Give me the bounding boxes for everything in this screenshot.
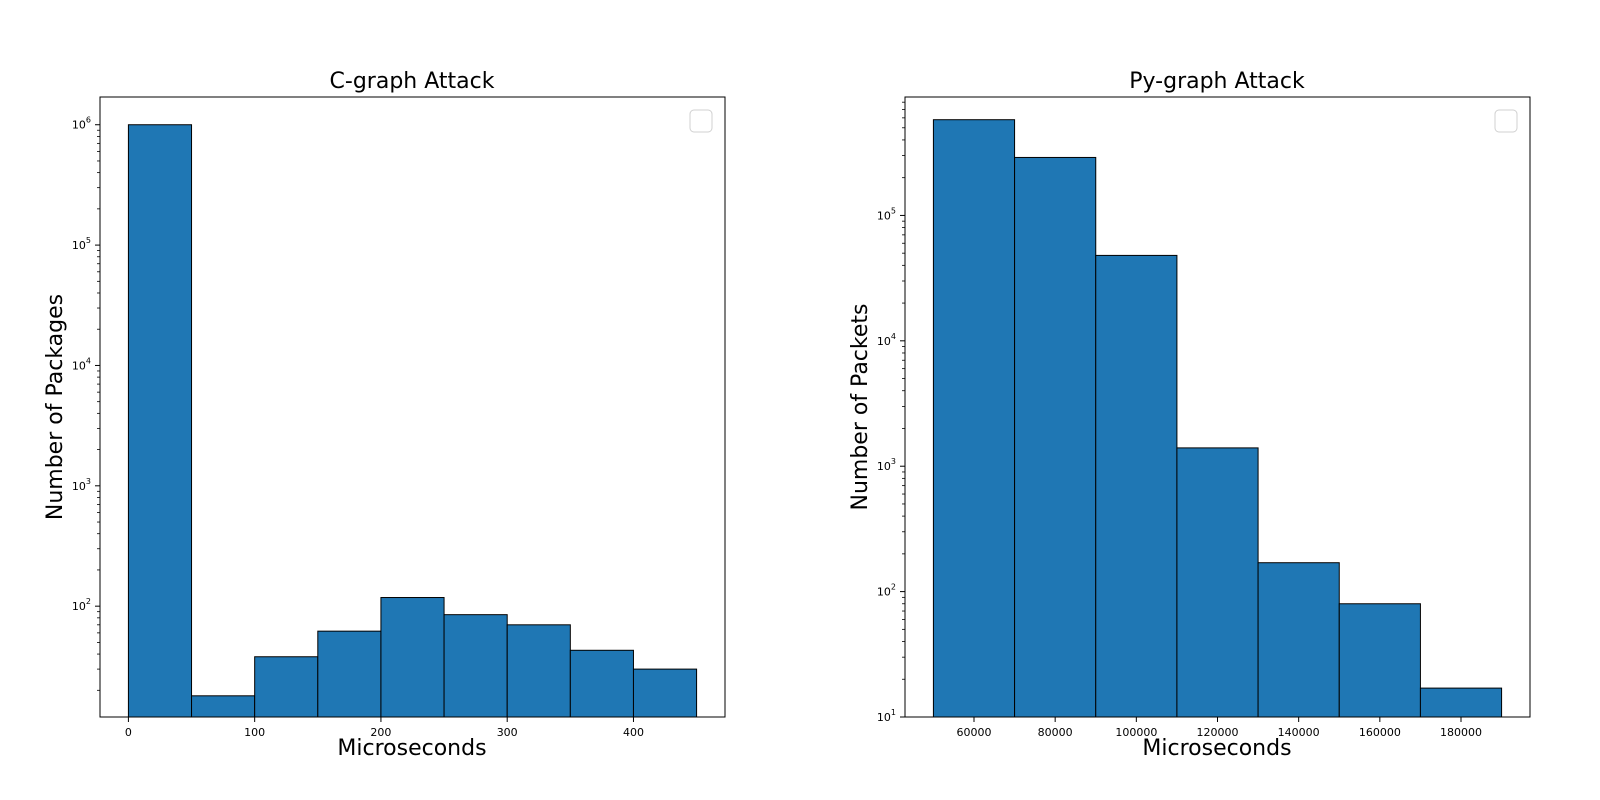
histogram-bar — [317, 630, 382, 718]
x-tick-label: 400 — [623, 726, 644, 739]
axes-border — [99, 96, 726, 718]
x-axis-ticks: 60000 80000 100000 120000 140000 160000 180000 — [956, 717, 1482, 739]
histogram-bar — [1257, 562, 1340, 718]
y-axis-label: Number of Packages — [43, 294, 68, 520]
histogram-bar — [569, 649, 634, 718]
y-tick-label: 102 — [72, 597, 91, 613]
legend-box — [689, 109, 713, 133]
y-tick-label: 106 — [72, 116, 91, 132]
y-tick-label: 101 — [877, 708, 896, 724]
x-tick-label: 100000 — [1115, 726, 1157, 739]
y-tick-label: 104 — [877, 332, 896, 348]
bars — [932, 119, 1503, 718]
histogram-bar — [1419, 687, 1503, 718]
chart-py-graph: Py-graph Attack 60000 80000 100000 120000 14… — [848, 69, 1531, 761]
histogram-bar — [1338, 603, 1421, 718]
x-axis-label: Microseconds — [337, 736, 486, 761]
y-tick-label: 105 — [72, 236, 91, 252]
histogram-bar — [191, 695, 256, 718]
x-tick-label: 120000 — [1197, 726, 1239, 739]
y-tick-label: 104 — [72, 356, 91, 372]
plot-area: 60000 80000 100000 120000 140000 160000 180000… — [877, 96, 1531, 739]
x-tick-label: 60000 — [956, 726, 991, 739]
y-tick-label: 103 — [877, 457, 896, 473]
chart-title: Py-graph Attack — [1129, 69, 1305, 94]
axes-border — [904, 96, 1531, 718]
x-tick-label: 100 — [244, 726, 265, 739]
y-axis-label: Number of Packets — [848, 303, 873, 510]
y-axis-ticks: 102 103 104 105 106 — [72, 116, 100, 691]
histogram-bar — [932, 119, 1016, 718]
plot-area: 0 100 200 300 400 102 103 104 105 106 — [72, 96, 726, 739]
histogram-bar — [1014, 156, 1097, 718]
x-tick-label: 200 — [370, 726, 391, 739]
histogram-bar — [443, 614, 508, 718]
x-tick-label: 80000 — [1038, 726, 1073, 739]
x-tick-label: 160000 — [1359, 726, 1401, 739]
histogram-bar — [506, 624, 571, 718]
x-tick-label: 0 — [125, 726, 132, 739]
y-tick-label: 102 — [877, 583, 896, 599]
chart-c-graph: C-graph Attack 0 100 200 300 400 10210310410… — [43, 69, 726, 761]
y-axis-ticks: 101 102 103 104 105 — [877, 101, 905, 724]
histogram-bar — [1095, 254, 1178, 718]
histogram-bar — [632, 668, 698, 718]
chart-title: C-graph Attack — [330, 69, 495, 94]
bars — [127, 124, 698, 718]
x-axis-label: Microseconds — [1142, 736, 1291, 761]
x-tick-label: 140000 — [1278, 726, 1320, 739]
x-tick-label: 180000 — [1440, 726, 1482, 739]
histogram-bar — [380, 597, 445, 718]
legend-box — [1494, 109, 1518, 133]
x-tick-label: 300 — [497, 726, 518, 739]
y-tick-label: 105 — [877, 206, 896, 222]
x-axis-ticks: 0 100 200 300 400 — [125, 717, 644, 739]
histogram-bar — [1176, 447, 1259, 718]
histogram-bar — [254, 656, 319, 718]
histogram-bar — [127, 124, 193, 718]
y-tick-label: 103 — [72, 477, 91, 493]
